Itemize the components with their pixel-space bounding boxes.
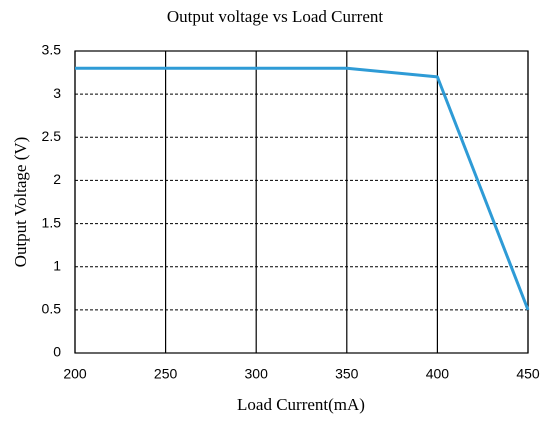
x-tick-label: 300 — [245, 366, 269, 382]
x-tick-label: 400 — [426, 366, 450, 382]
y-tick-label: 1.5 — [42, 214, 62, 230]
x-tick-label: 350 — [335, 366, 359, 382]
chart-title: Output voltage vs Load Current — [167, 7, 384, 26]
y-axis-label: Output Voltage (V) — [11, 137, 30, 268]
data-line — [75, 66, 530, 311]
y-tick-label: 3.5 — [42, 42, 62, 58]
x-axis-label: Load Current(mA) — [237, 395, 365, 414]
x-tick-label: 450 — [516, 366, 540, 382]
x-tick-label: 250 — [154, 366, 178, 382]
y-tick-label: 0 — [53, 344, 61, 360]
x-tick-label: 200 — [63, 366, 87, 382]
y-tick-label: 2 — [53, 171, 61, 187]
plot-frame — [74, 50, 529, 354]
y-tick-label: 0.5 — [42, 301, 62, 317]
y-tick-label: 2.5 — [42, 128, 62, 144]
y-tick-label: 1 — [53, 257, 61, 273]
y-tick-label: 3 — [53, 85, 61, 101]
